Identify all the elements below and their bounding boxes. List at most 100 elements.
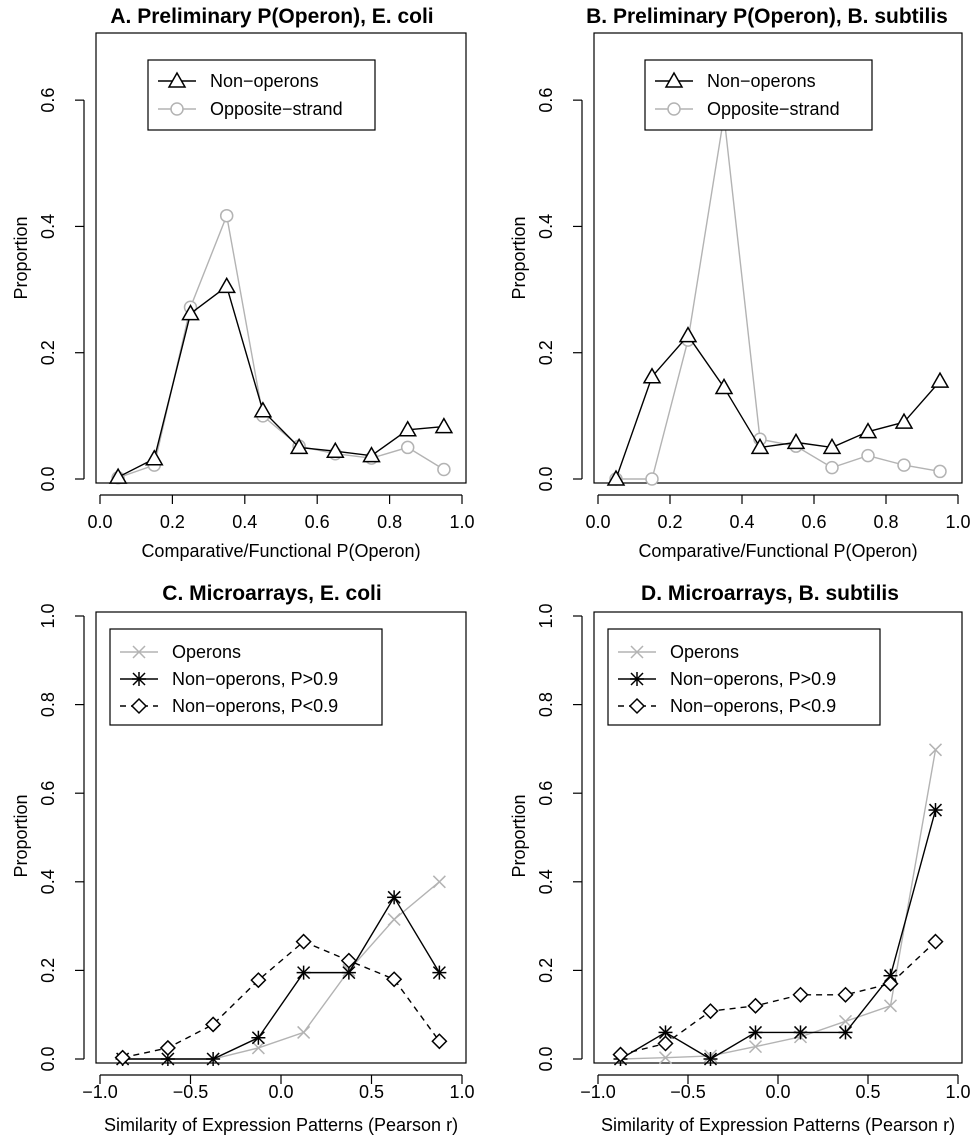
x-tick-label: 0.2 — [160, 512, 185, 532]
chart-title: B. Preliminary P(Operon), B. subtilis — [586, 5, 948, 28]
x-axis: 0.0 0.2 0.4 0.6 0.8 1.0 — [585, 494, 971, 532]
series-operons — [116, 875, 446, 1066]
data-point — [747, 997, 764, 1014]
legend-label: Non−operons — [707, 71, 816, 91]
legend: Non−operons Opposite−strand — [644, 59, 873, 131]
plot-frame — [95, 611, 467, 1064]
series-line — [117, 285, 444, 478]
x-tick-label: 0.4 — [729, 512, 754, 532]
legend-label: Non−operons, P>0.9 — [670, 669, 836, 689]
legend-box — [644, 59, 873, 131]
chart-panel-d: D. Microarrays, B. subtilis−1.0 −0.5 0.0 0.… — [509, 582, 971, 1135]
data-point — [432, 965, 447, 980]
data-point — [858, 422, 878, 439]
data-point — [362, 446, 381, 463]
y-tick-label: 0.4 — [536, 214, 556, 239]
data-point — [928, 743, 943, 757]
x-tick-label: 1.0 — [449, 1082, 474, 1102]
y-tick-label: 0.8 — [38, 692, 58, 717]
legend-marker — [630, 672, 644, 686]
x-tick-label: −1.0 — [580, 1082, 616, 1102]
y-tick-label: 0.6 — [38, 781, 58, 806]
legend: Operons Non−operons, P>0.9 Non−operons, P<… — [109, 628, 383, 726]
data-point — [219, 208, 234, 223]
x-tick-label: 0.4 — [232, 512, 257, 532]
data-point — [702, 1003, 719, 1020]
legend-label: Non−operons — [210, 71, 319, 91]
x-tick-label: 0.0 — [585, 512, 610, 532]
x-tick-label: 0.6 — [801, 512, 826, 532]
legend-label: Non−operons, P<0.9 — [172, 696, 338, 716]
legend-box — [147, 59, 376, 131]
data-point — [861, 448, 875, 463]
series-opposite-strand — [111, 208, 451, 485]
data-point — [296, 965, 311, 980]
plot-frame — [95, 32, 467, 484]
data-point — [657, 1035, 674, 1052]
data-point — [714, 377, 734, 395]
data-point — [326, 441, 345, 458]
legend-marker — [132, 672, 146, 686]
x-axis-label: Comparative/Functional P(Operon) — [638, 541, 917, 561]
y-tick-label: 0.4 — [38, 869, 58, 894]
series-line — [122, 940, 440, 1059]
data-point — [297, 1025, 311, 1039]
data-point — [386, 971, 403, 988]
data-point — [837, 986, 854, 1003]
data-point — [748, 1025, 763, 1040]
data-point — [838, 1025, 853, 1040]
x-tick-label: 0.2 — [657, 512, 682, 532]
y-tick-label: 0.8 — [536, 692, 556, 717]
series-line — [620, 809, 937, 1060]
data-point — [658, 1025, 673, 1040]
data-point — [786, 432, 806, 450]
y-axis: 0.0 0.2 0.4 0.6 — [38, 88, 85, 492]
data-point — [159, 1039, 176, 1056]
x-tick-label: 0.8 — [873, 512, 898, 532]
x-tick-label: 1.0 — [449, 512, 474, 532]
x-axis: 0.0 0.2 0.4 0.6 0.8 1.0 — [87, 494, 475, 532]
data-point — [251, 1030, 266, 1045]
data-point — [897, 458, 911, 472]
x-tick-label: −1.0 — [82, 1082, 118, 1102]
y-axis: 0.0 0.2 0.4 0.6 0.8 1.0 — [38, 603, 85, 1072]
plot-frame — [593, 611, 963, 1064]
data-point — [748, 1040, 763, 1054]
data-point — [933, 464, 947, 479]
legend-label: Opposite−strand — [707, 99, 840, 119]
legend-marker — [667, 102, 681, 116]
y-tick-label: 0.2 — [536, 340, 556, 365]
legend-item: Non−operons, P<0.9 — [120, 696, 338, 716]
series-line — [122, 895, 440, 1060]
x-axis-label: Similarity of Expression Patterns (Pears… — [104, 1115, 458, 1135]
x-tick-label: 0.0 — [268, 1082, 293, 1102]
series-line — [616, 115, 941, 480]
data-point — [792, 986, 809, 1003]
x-tick-label: 0.6 — [305, 512, 330, 532]
chart-title: C. Microarrays, E. coli — [162, 582, 381, 605]
data-point — [825, 460, 839, 475]
y-tick-label: 0.4 — [536, 869, 556, 894]
data-point — [181, 304, 200, 321]
x-tick-label: 0.0 — [87, 512, 112, 532]
data-point — [793, 1025, 808, 1040]
data-point — [883, 999, 898, 1013]
data-point — [251, 1041, 265, 1055]
data-point — [928, 803, 943, 818]
legend-label: Operons — [670, 642, 739, 662]
legend-item: Non−operons, P>0.9 — [120, 669, 338, 689]
y-axis: 0.0 0.2 0.4 0.6 0.8 1.0 — [536, 603, 583, 1072]
legend-marker — [170, 102, 184, 116]
data-point — [894, 412, 914, 429]
chart-title: A. Preliminary P(Operon), E. coli — [110, 5, 433, 28]
data-point — [822, 437, 842, 455]
y-tick-label: 0.6 — [536, 781, 556, 806]
y-axis-label: Proportion — [11, 216, 31, 299]
data-point — [340, 952, 357, 969]
y-tick-label: 0.6 — [536, 88, 556, 113]
data-point — [108, 467, 128, 484]
data-point — [160, 1052, 175, 1066]
legend-marker — [132, 645, 146, 659]
y-tick-label: 0.2 — [38, 958, 58, 983]
